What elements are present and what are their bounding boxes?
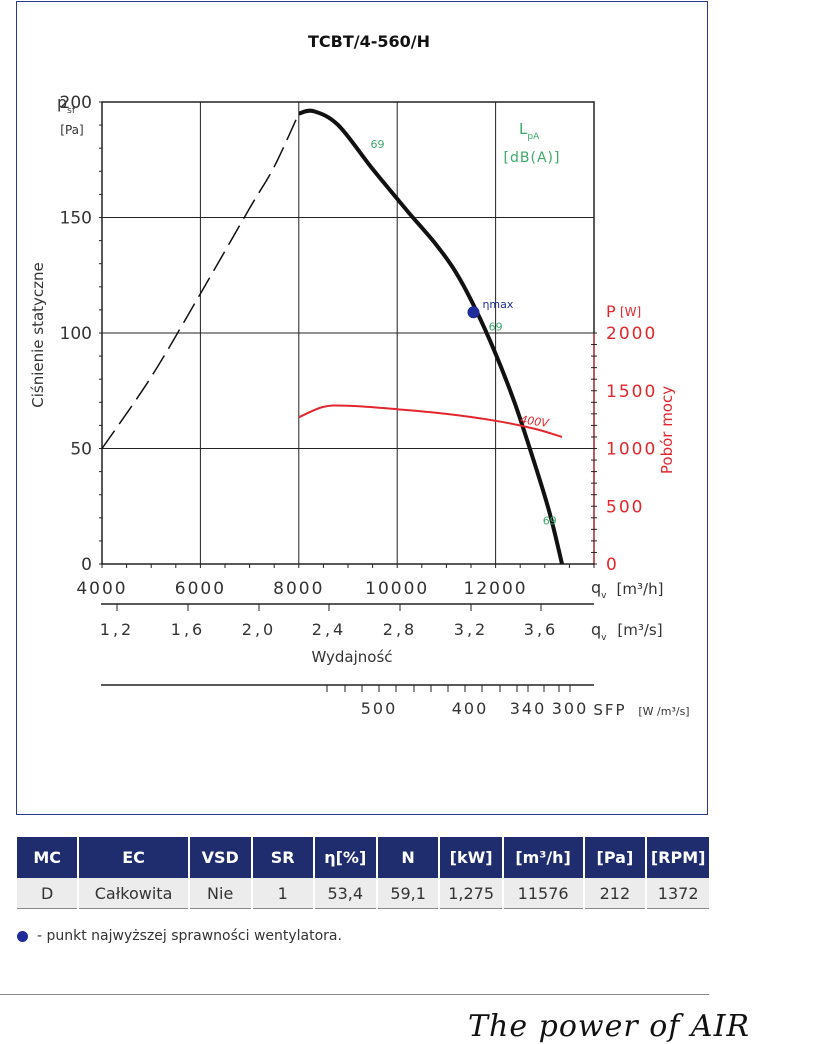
brand-tagline: The power of AIR <box>468 1009 751 1044</box>
sfp-tick-label: 340 <box>510 699 547 718</box>
x2-axis-symbol: qv <box>591 620 607 643</box>
chart-frame <box>16 1 708 815</box>
y-axis-unit: [Pa] <box>60 123 83 137</box>
sfp-axis-label: SFP <box>593 701 626 719</box>
y-axis-symbol: psf <box>57 93 76 116</box>
x2-tick-label: 1,2 <box>100 620 134 639</box>
y-tick-label: 50 <box>70 440 92 460</box>
x-tick-label: 6000 <box>175 579 226 599</box>
power-tick-label: 1000 <box>606 440 657 460</box>
x2-tick-label: 1,6 <box>171 620 205 639</box>
x-axis-unit: [m³/h] <box>617 580 664 598</box>
x-tick-label: 10000 <box>365 579 429 599</box>
power-curve-label: 400V <box>519 413 551 430</box>
power-tick-label: 500 <box>606 497 644 517</box>
power-axis-unit: [W] <box>620 305 641 319</box>
header-pressure: [Pa] <box>583 837 648 878</box>
header-ec: EC <box>78 837 190 878</box>
y-tick-label: 100 <box>60 324 92 344</box>
cell-efficiency: 53,4 <box>313 878 378 909</box>
x-tick-label: 12000 <box>464 579 528 599</box>
header-sr: SR <box>251 837 315 878</box>
table-row: D Całkowita Nie 1 53,4 59,1 1,275 11576 … <box>17 878 709 909</box>
cell-vsd: Nie <box>188 878 253 909</box>
sfp-tick-label: 400 <box>452 699 489 718</box>
header-rpm: [RPM] <box>646 837 709 878</box>
pressure-curve <box>298 108 564 565</box>
eta-max-label: ηmax <box>482 298 513 311</box>
power-curve <box>298 404 563 438</box>
sfp-tick-label: 300 <box>552 699 589 718</box>
y-tick-label: 0 <box>81 555 92 575</box>
power-axis-label: Pobór mocy <box>658 386 676 474</box>
header-efficiency: η[%] <box>313 837 378 878</box>
x-axis-label: Wydajność <box>311 648 392 666</box>
sfp-tick-label: 500 <box>361 699 398 718</box>
x2-tick-label: 3,2 <box>454 620 488 639</box>
footer-divider <box>0 994 709 995</box>
header-kw: [kW] <box>439 837 504 878</box>
power-tick-label: 2000 <box>606 324 657 344</box>
cell-mc: D <box>17 878 80 909</box>
y-tick-label: 200 <box>60 93 92 113</box>
cell-kw: 1,275 <box>439 878 504 909</box>
efficiency-note: - punkt najwyższej sprawności wentylator… <box>17 928 342 944</box>
header-vsd: VSD <box>188 837 253 878</box>
cell-ec: Całkowita <box>78 878 190 909</box>
x2-axis-unit: [m³/s] <box>617 621 662 639</box>
x2-tick-label: 3,6 <box>524 620 558 639</box>
x-axis-symbol: qv <box>591 578 607 601</box>
header-airflow: [m³/h] <box>502 837 585 878</box>
cell-sr: 1 <box>251 878 315 909</box>
header-n: N <box>376 837 441 878</box>
spec-table-header: MC EC VSD SR η[%] N [kW] [m³/h] [Pa] [RP… <box>17 837 709 878</box>
x2-tick-label: 2,8 <box>383 620 417 639</box>
x-tick-label: 8000 <box>273 579 324 599</box>
y-axis-label: Ciśnienie statyczne <box>29 262 47 408</box>
spec-table: MC EC VSD SR η[%] N [kW] [m³/h] [Pa] [RP… <box>17 837 709 909</box>
efficiency-dot-icon <box>17 930 28 942</box>
power-tick-label: 1500 <box>606 382 657 402</box>
sound-level-unit: [dB(A)] <box>504 150 561 166</box>
sound-level-label: 69 <box>371 138 385 151</box>
sound-level-label: 69 <box>489 321 503 334</box>
eta-max-point <box>467 306 480 319</box>
x2-tick-label: 2,4 <box>312 620 346 639</box>
cell-airflow: 11576 <box>502 878 585 909</box>
header-mc: MC <box>17 837 80 878</box>
sfp-axis-unit: [W /m³/s] <box>638 705 689 718</box>
cell-rpm: 1372 <box>646 878 709 909</box>
cell-n: 59,1 <box>376 878 441 909</box>
efficiency-note-text: - punkt najwyższej sprawności wentylator… <box>37 928 342 944</box>
pressure-curve-dashed <box>101 113 300 449</box>
x2-tick-label: 2,0 <box>242 620 276 639</box>
y-tick-label: 150 <box>60 209 92 229</box>
chart-title: TCBT/4-560/H <box>308 32 430 51</box>
x-tick-label: 4000 <box>76 579 127 599</box>
power-axis-symbol: P <box>606 302 616 321</box>
sound-level-label: 69 <box>543 515 557 528</box>
sound-level-symbol: LpA <box>519 120 540 142</box>
power-tick-label: 0 <box>606 555 619 575</box>
cell-pressure: 212 <box>583 878 648 909</box>
